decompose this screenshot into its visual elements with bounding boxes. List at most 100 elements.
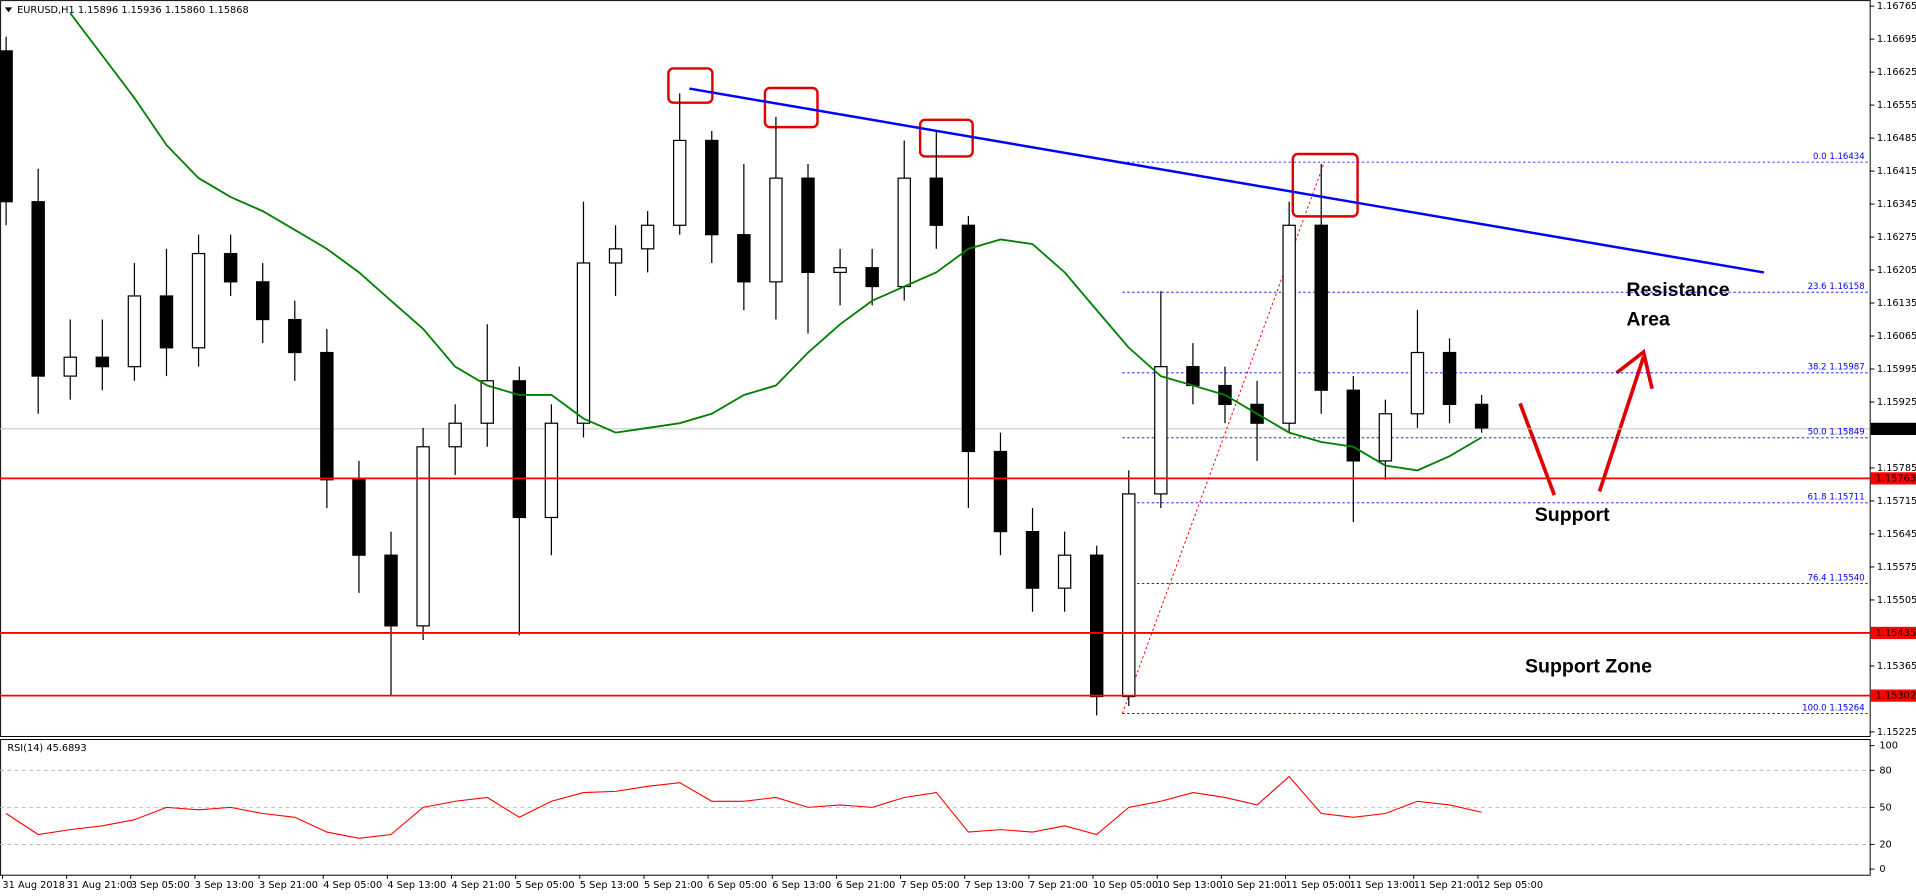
x-tick-label: 4 Sep 21:00 [452,880,511,891]
y-tick-label: 1.16555 [1877,100,1916,111]
candle-body [640,224,655,250]
price-label-box [1870,422,1916,435]
arrow [1597,348,1654,492]
arrow [1518,402,1557,496]
header: EURUSD,H1 1.15896 1.15936 1.15860 1.1586… [17,5,249,16]
price-label-box [1870,472,1916,485]
fib-label: 38.2 1.15987 [1808,362,1865,372]
x-tick-label: 7 Sep 21:00 [1029,880,1088,891]
last-price-label: 1.15868 [1876,424,1916,435]
fib-price: 1.15540 [1829,573,1864,583]
menu-triangle [4,7,13,13]
x-tick-label: 10 Sep 05:00 [1093,880,1158,891]
y-tick-label: 1.15925 [1877,397,1916,408]
candle-body [1186,366,1200,387]
y-tick-label: 1.16485 [1877,133,1916,144]
moving-average [69,12,1483,472]
y-tick-label: 1.15225 [1877,727,1916,738]
candle-body [255,281,270,321]
candle-body [929,177,944,226]
x-tick-label: 4 Sep 05:00 [323,880,382,891]
price-label-box [1870,626,1916,640]
candle-body [416,446,430,627]
fib-ratio: 23.6 [1808,282,1827,292]
rsi-tick-label: 0 [1879,864,1885,875]
fib-price: 1.15849 [1829,427,1864,437]
candle-body [993,450,1008,533]
rsi-last: 45.6893 [46,743,86,754]
fib-price: 1.15711 [1829,492,1864,502]
fib-ratio: 0.0 [1813,152,1827,162]
x-tick-label: 4 Sep 13:00 [387,880,446,891]
x-tick-label: 10 Sep 21:00 [1221,880,1286,891]
header-value: 1.15896 [78,5,118,16]
x-tick-label: 3 Sep 13:00 [195,880,254,891]
y-tick-label: 1.16205 [1877,265,1916,276]
candle-body [769,177,783,283]
x-tick-label: 6 Sep 13:00 [772,880,831,891]
candle-body [576,262,591,424]
candle-body [672,139,687,226]
y-tick-label: 1.16695 [1877,34,1916,45]
y-tick-label: 1.16135 [1877,298,1916,309]
candle-body [127,295,142,368]
fib-label: 23.6 1.16158 [1808,282,1865,292]
candle-body [512,380,527,519]
y-tick-label: 1.15715 [1877,496,1916,507]
candle-body [1089,554,1104,698]
price-label: 1.15302 [1876,691,1916,702]
rsi-title: RSI(14) 45.6893 [7,743,86,754]
fib-ratio: 76.4 [1808,573,1827,583]
x-tick-label: 31 Aug 21:00 [67,880,133,891]
highlight-box [667,67,714,104]
candle-body [320,351,334,481]
candle-body [705,139,719,236]
x-tick-label: 7 Sep 05:00 [901,880,960,891]
x-tick-label: 3 Sep 21:00 [259,880,318,891]
candle-body [352,479,366,556]
x-tick-label: 10 Sep 13:00 [1157,880,1222,891]
header-value: 1.15860 [165,5,205,16]
candle-body [384,554,398,627]
candle-body [801,177,815,274]
y-tick-label: 1.16415 [1877,166,1916,177]
y-tick-label: 1.15365 [1877,661,1916,672]
candle-body [1154,366,1168,495]
candle-body [191,252,206,349]
header-value: 1.15868 [208,5,248,16]
candle-body [63,356,77,377]
fib-ratio: 50.0 [1808,427,1827,437]
candle-body [288,318,302,354]
candle-body [1410,351,1425,415]
annotation: Support [1535,504,1610,526]
rsi-tick-label: 50 [1879,802,1891,813]
price-label: 1.15435 [1876,628,1916,639]
x-tick-label: 11 Sep 13:00 [1350,880,1415,891]
fib-label: 76.4 1.15540 [1808,573,1865,583]
fib-label: 61.8 1.15711 [1808,492,1865,502]
y-tick-label: 1.15995 [1877,364,1916,375]
fib-price: 1.16434 [1829,152,1864,162]
x-tick-label: 7 Sep 13:00 [965,880,1024,891]
y-tick-label: 1.15645 [1877,529,1916,540]
candle-body [961,224,976,453]
x-tick-label: 5 Sep 05:00 [516,880,575,891]
candle-body [448,422,462,448]
fib-ratio: 61.8 [1808,492,1827,502]
x-tick-label: 11 Sep 21:00 [1414,880,1479,891]
rsi-tick-label: 80 [1879,765,1891,776]
rsi-line [5,775,1482,839]
fib-price: 1.15987 [1829,362,1864,372]
symbol: EURUSD,H1 [17,5,75,16]
candle-body [1442,351,1457,405]
x-tick-label: 5 Sep 13:00 [580,880,639,891]
fib-ratio: 38.2 [1808,362,1827,372]
x-tick-label: 5 Sep 21:00 [644,880,703,891]
y-tick-label: 1.16765 [1877,1,1916,12]
fib-ratio: 100.0 [1802,703,1826,713]
candle-body [31,201,45,377]
fib-label: 50.0 1.15849 [1808,427,1865,437]
